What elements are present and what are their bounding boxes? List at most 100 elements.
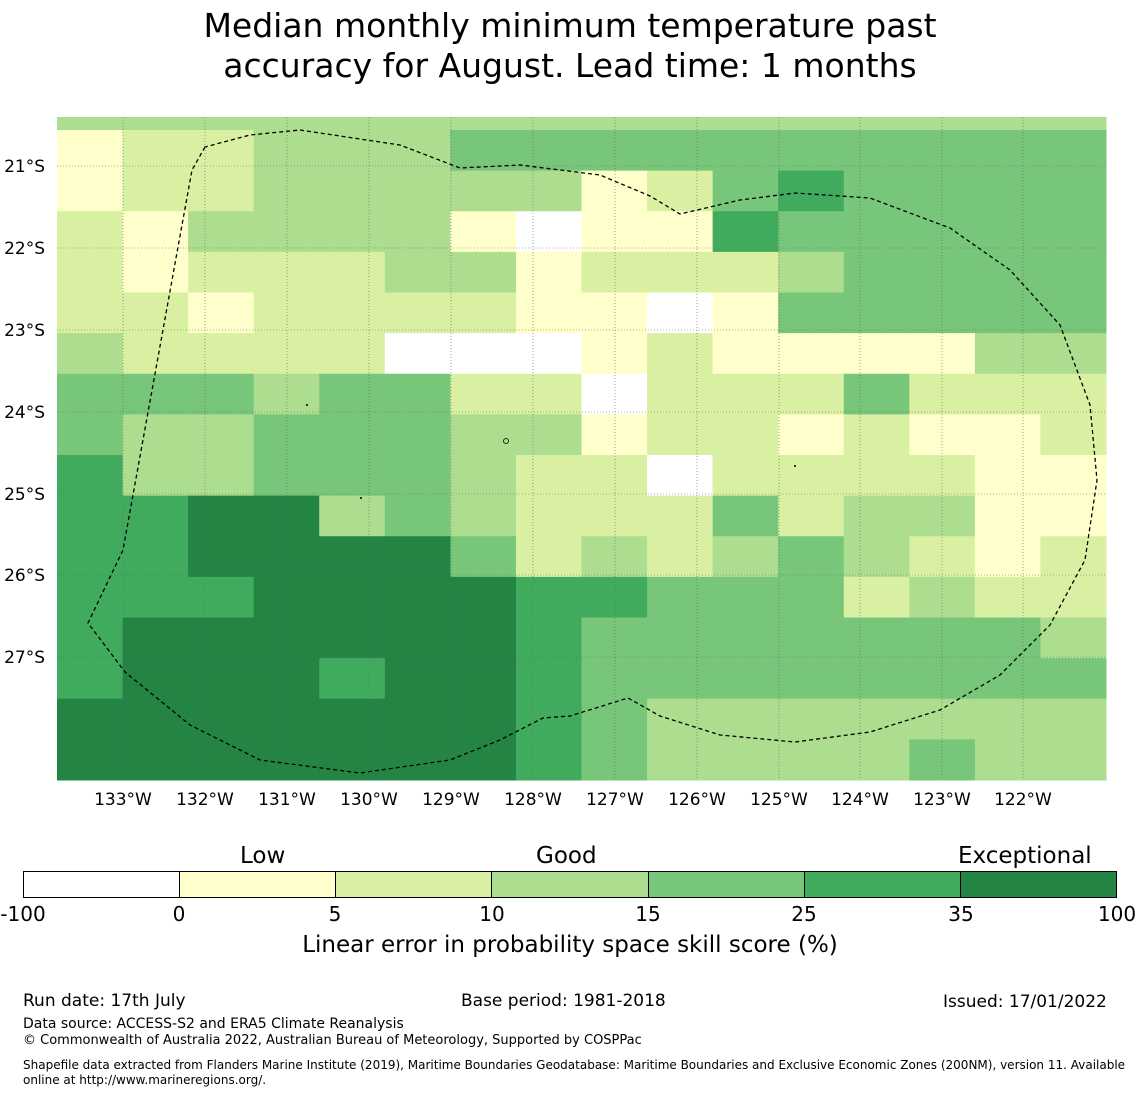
grid-cell — [57, 333, 124, 375]
grid-cell — [384, 211, 451, 253]
grid-cell — [778, 130, 845, 172]
grid-cell — [450, 739, 517, 781]
grid-cell — [712, 536, 779, 578]
grid-cell — [384, 373, 451, 415]
grid-cell — [515, 495, 582, 537]
grid-cell — [319, 495, 386, 537]
grid-cell — [778, 576, 845, 618]
grid-cell — [1040, 576, 1107, 618]
shapefile-credit: Shapefile data extracted from Flanders M… — [23, 1058, 1126, 1087]
grid-cell — [712, 576, 779, 618]
longitude-label: 129°W — [422, 790, 480, 810]
grid-cell — [909, 658, 976, 700]
longitude-label: 123°W — [913, 790, 971, 810]
legend-label-exceptional: Exceptional — [958, 843, 1092, 869]
grid-cell — [188, 170, 255, 212]
legend-label-low: Low — [240, 843, 286, 869]
grid-cell — [974, 698, 1041, 740]
grid-cell — [974, 576, 1041, 618]
grid-cell — [974, 739, 1041, 781]
colorbar-segment — [336, 872, 493, 897]
latitude-label: 26°S — [4, 566, 45, 586]
grid-cell — [843, 373, 910, 415]
grid-cell — [712, 292, 779, 334]
grid-cell — [450, 536, 517, 578]
grid-cell — [778, 495, 845, 537]
grid-cell — [581, 211, 648, 253]
grid-cell — [581, 333, 648, 375]
grid-cell — [647, 292, 714, 334]
grid-cell — [581, 495, 648, 537]
grid-cell — [712, 414, 779, 456]
grid-cell — [581, 414, 648, 456]
grid-cell — [1040, 373, 1107, 415]
grid-cell — [581, 117, 648, 131]
eez-boundary — [87, 129, 1098, 774]
colorbar-segment — [24, 872, 181, 897]
grid-cell — [188, 658, 255, 700]
grid-cell — [909, 536, 976, 578]
copyright: © Commonwealth of Australia 2022, Austra… — [23, 1033, 642, 1048]
grid-cell — [122, 455, 189, 497]
grid-cell — [57, 739, 124, 781]
grid-cell — [1040, 617, 1107, 659]
grid-cell — [1040, 536, 1107, 578]
grid-cell — [843, 576, 910, 618]
latitude-labels: 21°S 22°S 23°S 24°S 25°S 26°S 27°S — [4, 157, 45, 668]
grid-cell — [450, 698, 517, 740]
colorbar-segment — [804, 872, 961, 897]
grid-cell — [843, 292, 910, 334]
grid-cell — [384, 658, 451, 700]
grid-cell — [581, 698, 648, 740]
grid-cell — [384, 130, 451, 172]
grid-cell — [384, 333, 451, 375]
grid-cell — [57, 658, 124, 700]
grid-cell — [974, 130, 1041, 172]
grid-cell — [384, 617, 451, 659]
grid-cell — [778, 373, 845, 415]
longitude-label: 133°W — [94, 790, 152, 810]
grid-cell — [515, 251, 582, 293]
colorbar-tick: 35 — [948, 902, 974, 926]
grid-cell — [647, 576, 714, 618]
grid-cell — [712, 495, 779, 537]
grid-cell — [57, 536, 124, 578]
grid-cell — [188, 455, 255, 497]
latitude-label: 22°S — [4, 239, 45, 259]
grid-cell — [712, 455, 779, 497]
grid-cell — [909, 455, 976, 497]
grid-cell — [57, 698, 124, 740]
grid-cell — [450, 292, 517, 334]
grid-cell — [384, 698, 451, 740]
grid-cell — [1040, 658, 1107, 700]
grid-cells — [57, 117, 1107, 781]
grid-cell — [712, 130, 779, 172]
grid-cell — [647, 170, 714, 212]
grid-cell — [909, 170, 976, 212]
grid-cell — [843, 698, 910, 740]
colorbar-tick: -100 — [0, 902, 46, 926]
grid-cell — [122, 117, 189, 131]
grid-cell — [909, 130, 976, 172]
grid-cell — [1040, 495, 1107, 537]
grid-cell — [57, 211, 124, 253]
grid-cell — [974, 292, 1041, 334]
grid-cell — [57, 292, 124, 334]
grid-cell — [319, 698, 386, 740]
grid-cell — [515, 170, 582, 212]
colorbar-segment — [492, 872, 649, 897]
grid-cell — [778, 536, 845, 578]
grid-cell — [515, 576, 582, 618]
grid-cell — [188, 495, 255, 537]
latitude-label: 21°S — [4, 157, 45, 177]
grid-cell — [843, 455, 910, 497]
grid-cell — [253, 170, 320, 212]
colorbar-title: Linear error in probability space skill … — [302, 932, 838, 958]
grid-cell — [712, 333, 779, 375]
legend-label-good: Good — [536, 843, 597, 869]
grid-cell — [843, 117, 910, 131]
colorbar-segment — [960, 872, 1116, 897]
grid-cell — [843, 414, 910, 456]
grid-cell — [188, 576, 255, 618]
grid-cell — [647, 333, 714, 375]
